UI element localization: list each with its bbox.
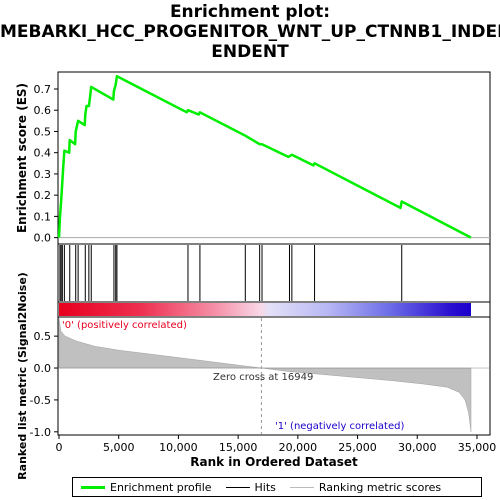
es-tick-label: 0.7 — [34, 83, 52, 96]
metric-panel-frame — [57, 316, 491, 436]
x-tick-label: 0 — [56, 441, 63, 454]
es-tick-label: 0.5 — [34, 125, 52, 138]
legend-hits-label: Hits — [254, 480, 276, 494]
x-tick-label: 10,000 — [159, 441, 198, 454]
legend-enrichment-label: Enrichment profile — [110, 480, 212, 494]
negative-correlation-label: '1' (negatively correlated) — [275, 421, 404, 432]
metric-tick-label: -0.5 — [30, 394, 51, 407]
positive-correlation-label: '0' (positively correlated) — [62, 320, 187, 331]
title-line-3: ENDENT — [211, 42, 289, 62]
es-tick-label: 0.6 — [34, 104, 52, 117]
metric-tick-label: 0.5 — [34, 330, 52, 343]
enrichment-line-swatch — [81, 485, 105, 489]
es-tick-label: 0.1 — [34, 210, 52, 223]
ranking-heatmap-bar — [59, 303, 471, 316]
chart-title: Enrichment plot: MEBARKI_HCC_PROGENITOR_… — [0, 2, 500, 62]
hits-panel-frame — [57, 243, 491, 303]
x-tick-label: 5,000 — [103, 441, 135, 454]
metric-line-swatch — [289, 486, 314, 488]
title-line-1: Enrichment plot: — [169, 2, 331, 22]
es-tick-label: 0.3 — [34, 168, 52, 181]
es-axis-label: Enrichment score (ES) — [15, 83, 29, 233]
x-tick-label: 25,000 — [338, 441, 377, 454]
enrichment-profile-line — [57, 74, 472, 239]
x-tick-label: 30,000 — [398, 441, 437, 454]
title-line-2: MEBARKI_HCC_PROGENITOR_WNT_UP_CTNNB1_IND… — [0, 22, 500, 42]
metric-tick-label: 0.0 — [34, 362, 52, 375]
hits-line-swatch — [225, 486, 250, 488]
es-tick-label: 0.2 — [34, 189, 52, 202]
legend-item-enrichment: Enrichment profile — [81, 481, 212, 494]
legend-item-metric: Ranking metric scores — [289, 480, 442, 494]
metric-axis-label: Ranked list metric (Signal2Noise) — [16, 272, 29, 480]
es-tick-label: 0.4 — [34, 147, 52, 160]
es-panel-frame — [57, 71, 491, 245]
metric-tick-label: -1.0 — [30, 426, 51, 439]
legend-item-hits: Hits — [225, 480, 276, 494]
legend: Enrichment profile Hits Ranking metric s… — [72, 477, 482, 497]
ranking-metric-area — [58, 318, 472, 432]
x-axis-label: Rank in Ordered Dataset — [190, 455, 358, 469]
legend-metric-label: Ranking metric scores — [318, 480, 442, 494]
x-tick-label: 35,000 — [458, 441, 497, 454]
zero-cross-label: Zero cross at 16949 — [213, 372, 313, 383]
x-tick-label: 20,000 — [279, 441, 318, 454]
x-tick-label: 15,000 — [219, 441, 258, 454]
es-tick-label: 0.0 — [34, 232, 52, 245]
